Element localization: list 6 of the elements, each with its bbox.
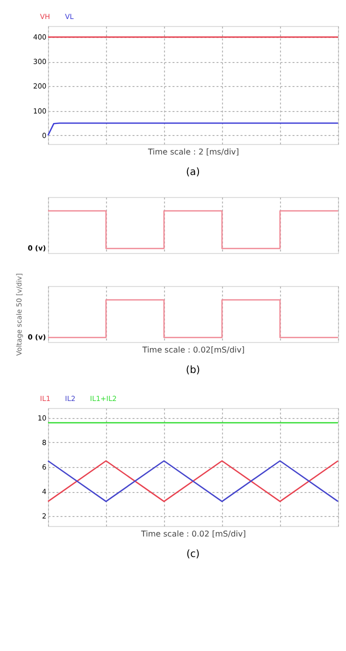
text: (c) [186,549,200,560]
text: (b) [186,365,200,376]
text: (a) [186,167,200,178]
x-axis-title: Time scale : 0.02 [mS/div] [140,530,246,538]
x-axis-title: Time scale : 0.02[mS/div] [141,346,245,354]
x-axis-title: Time scale : 2 [ms/div] [146,148,240,156]
